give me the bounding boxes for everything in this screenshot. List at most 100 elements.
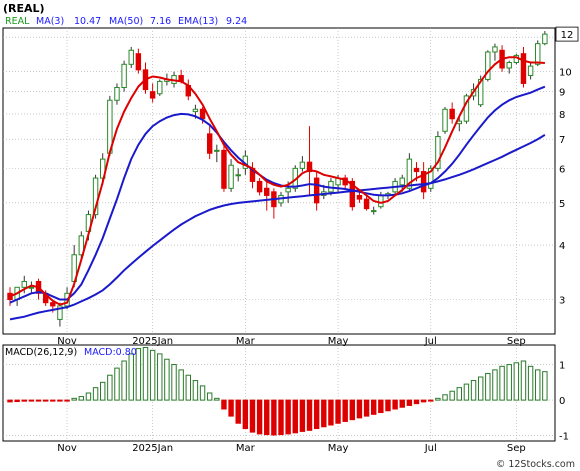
macd-bar [463, 383, 470, 401]
price-tick-label: 10 [559, 68, 572, 79]
macd-bar [406, 399, 413, 406]
macd-bar [506, 364, 512, 401]
macd-bar [142, 346, 149, 401]
candle-body [57, 305, 63, 320]
candle-body [406, 158, 413, 189]
macd-bar [178, 369, 184, 401]
candle-body [206, 133, 213, 154]
candle-body [477, 78, 484, 106]
macd-bar [114, 367, 120, 401]
macd-bar [335, 399, 341, 424]
macd-label: MACD(26,12,9) [5, 347, 77, 358]
candle-body [149, 91, 156, 99]
legend: REAL MA(3) 10.47 MA(50) 7.16 EMA(13) 9.2… [5, 16, 247, 27]
macd-bar [128, 353, 134, 401]
price-tick-label: 6 [559, 164, 565, 175]
macd-plot-frame [2, 344, 556, 442]
macd-bar [149, 349, 156, 401]
candle-body [527, 65, 534, 77]
candle-body [313, 177, 320, 204]
x-tick-label: Mar [236, 336, 256, 347]
price-tick-label: 8 [559, 110, 565, 121]
candle-body [399, 177, 405, 186]
macd-bar [107, 374, 113, 401]
chart-title: (REAL) [3, 2, 45, 15]
candle-body [492, 46, 498, 53]
candle-body [349, 180, 356, 208]
candle-body [221, 149, 227, 189]
macd-bar [442, 394, 448, 401]
macd-bar [477, 376, 484, 401]
candle-body [363, 198, 370, 210]
legend-ma50-label: MA(50) [109, 16, 143, 27]
macd-bar [356, 399, 363, 419]
candle-body [413, 167, 420, 173]
candle-body [378, 194, 384, 208]
macd-bar [513, 362, 520, 401]
x-tick-label: Nov [57, 336, 77, 347]
macd-bar [271, 399, 277, 436]
macd-bar [456, 387, 463, 401]
candle-body [542, 33, 548, 45]
candle-body [114, 86, 120, 101]
macd-bar [449, 390, 455, 401]
macd-bar [256, 399, 263, 435]
macd-bar [485, 372, 491, 401]
legend-ma50-value: 7.16 [150, 16, 171, 27]
macd-bar [171, 364, 177, 401]
candle-body [485, 51, 491, 80]
macd-bar [313, 399, 320, 430]
macd-bar [285, 399, 291, 435]
macd-bar [470, 380, 477, 401]
candle-body [535, 43, 541, 65]
x-tick-label: Sep [507, 443, 526, 454]
macd-bar [221, 399, 227, 410]
candle-body [135, 53, 142, 71]
macd-bar [206, 392, 213, 401]
candle-body [228, 164, 234, 189]
last-price-label: 12 [561, 30, 574, 41]
macd-bar [14, 399, 20, 403]
x-tick-label: Jul [424, 336, 437, 347]
macd-bar [214, 397, 220, 401]
candle-body [28, 286, 35, 289]
price-tick-label: 3 [559, 296, 565, 307]
watermark: © 12Stocks.com [496, 459, 575, 470]
candle-body [199, 108, 206, 120]
candle-body [78, 235, 85, 256]
x-tick-label: Jul [424, 443, 437, 454]
macd-bar [542, 371, 548, 401]
macd-bar [50, 399, 56, 402]
macd-bar [392, 399, 398, 410]
macd-bar [499, 365, 505, 401]
macd-bar [164, 358, 170, 401]
macd-bar [399, 399, 405, 408]
macd-bar [99, 381, 106, 401]
macd-value-label: MACD:0.80 [84, 347, 137, 358]
ma3-line [9, 56, 545, 306]
legend-real: REAL [5, 16, 30, 27]
macd-bar [157, 353, 163, 401]
candle-body [192, 108, 199, 113]
macd-bar [520, 360, 527, 401]
candle-body [285, 187, 291, 193]
x-tick-label: May [328, 336, 349, 347]
candle-body [420, 171, 427, 193]
legend-ema13-value: 9.24 [226, 16, 247, 27]
candle-body [256, 180, 263, 193]
price-tick-label: 5 [559, 199, 565, 210]
macd-bar [278, 399, 284, 436]
legend-ma3-label: MA(3) [36, 16, 64, 27]
candle-body [428, 167, 434, 189]
macd-bar [92, 387, 99, 401]
macd-bar [28, 399, 35, 402]
macd-bar [135, 348, 142, 401]
macd-bar [420, 399, 427, 403]
candle-body [356, 194, 363, 200]
macd-bar [21, 399, 27, 402]
macd-tick-label: -1 [559, 432, 569, 443]
macd-bar [42, 399, 49, 402]
candle-body [520, 53, 527, 84]
candle-body [506, 61, 512, 69]
